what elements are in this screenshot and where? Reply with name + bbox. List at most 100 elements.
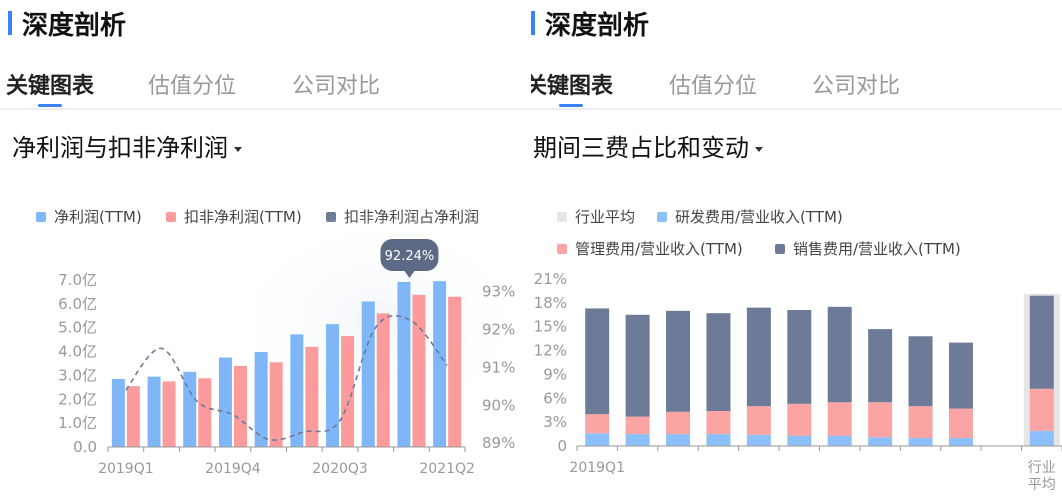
x-axis-tick-label: 2019Q1	[569, 460, 625, 476]
bar-sales-expense	[625, 314, 650, 417]
chart-title: 期间三费占比和变动	[533, 134, 749, 162]
bar-admin-expense	[908, 406, 933, 439]
x-axis-tick-label: 2019Q1	[98, 461, 154, 477]
bar-admin-expense	[666, 411, 691, 435]
bar-sales-expense	[908, 336, 933, 407]
chart-selector[interactable]: 净利润与扣非净利润	[12, 128, 242, 163]
tooltip-value: 92.24%	[385, 249, 435, 264]
y-axis-tick-label: 3.0亿	[58, 366, 97, 384]
bar-net-profit	[254, 352, 268, 447]
chart-title: 净利润与扣非净利润	[12, 134, 228, 162]
bar-sales-expense	[787, 310, 812, 404]
tab-valuation-percentile[interactable]: 估值分位	[148, 74, 237, 99]
y-axis-tick-label: 18%	[534, 294, 567, 312]
section-header: 深度剖析	[0, 8, 126, 41]
bar-deducted-profit	[412, 294, 426, 447]
x-axis-tick-label: 平均	[1028, 477, 1056, 493]
bar-deducted-profit	[198, 378, 212, 447]
bar-deducted-profit	[305, 346, 319, 447]
chart-selector[interactable]: 期间三费占比和变动	[533, 128, 763, 163]
bar-rd-expense	[625, 434, 650, 446]
bar-net-profit	[326, 324, 340, 447]
bar-sales-expense	[666, 310, 691, 412]
section-title: 深度剖析	[545, 10, 650, 41]
bar-deducted-profit	[126, 386, 140, 447]
bar-deducted-profit	[341, 336, 355, 447]
tab-company-compare[interactable]: 公司对比	[292, 74, 381, 99]
y2-axis-tick-label: 93%	[482, 282, 515, 300]
tab-bar: 关键图表 估值分位 公司对比	[0, 60, 531, 110]
legend-item-net-profit[interactable]: 净利润(TTM)	[36, 206, 142, 227]
tab-company-compare[interactable]: 公司对比	[812, 74, 901, 99]
legend-swatch	[557, 211, 567, 222]
bar-net-profit	[361, 301, 375, 447]
bar-admin-expense	[948, 408, 973, 439]
legend-item-sales-expense[interactable]: 销售费用/营业收入(TTM)	[775, 238, 961, 259]
legend-label: 扣非净利润(TTM)	[184, 208, 302, 226]
bar-net-profit	[218, 357, 232, 447]
y2-axis-tick-label: 90%	[482, 396, 515, 414]
bar-admin-expense	[827, 402, 852, 436]
y2-axis-tick-label: 91%	[482, 358, 515, 376]
y2-axis-tick-label: 89%	[482, 434, 515, 452]
dropdown-caret-icon	[234, 146, 242, 152]
bar-admin-expense	[625, 416, 650, 435]
bar-rd-expense	[827, 435, 852, 446]
legend-swatch	[775, 243, 785, 254]
legend-swatch	[36, 211, 46, 222]
x-axis-tick-label: 2019Q4	[205, 461, 261, 477]
bar-sales-expense	[746, 307, 771, 407]
bar-admin-expense	[746, 406, 771, 435]
tab-key-charts[interactable]: 关键图表	[531, 74, 614, 99]
section-header: 深度剖析	[531, 8, 649, 41]
bar-deducted-profit	[162, 381, 176, 447]
legend-swatch	[657, 211, 667, 222]
x-axis-tick-label: 行业	[1028, 460, 1056, 476]
y-axis-tick-label: 3%	[543, 413, 567, 431]
legend-item-industry-average[interactable]: 行业平均	[557, 206, 635, 227]
bar-sales-expense	[948, 342, 973, 409]
bar-rd-expense	[706, 434, 731, 446]
y-axis-tick-label: 21%	[534, 270, 567, 288]
bar-net-profit	[183, 371, 197, 447]
bar-admin-expense	[585, 414, 610, 434]
bar-rd-expense	[746, 434, 771, 446]
y-axis-tick-label: 2.0亿	[58, 390, 97, 408]
legend-label: 研发费用/营业收入(TTM)	[675, 208, 843, 226]
tooltip-pointer	[404, 271, 415, 278]
y-axis-tick-label: 1.0亿	[58, 414, 97, 432]
y-axis-tick-label: 12%	[534, 342, 567, 360]
legend-swatch	[557, 243, 567, 254]
legend-item-rd-expense[interactable]: 研发费用/营业收入(TTM)	[657, 206, 843, 227]
bar-admin-expense	[1029, 388, 1054, 431]
legend-item-admin-expense[interactable]: 管理费用/营业收入(TTM)	[557, 238, 743, 259]
y-axis-tick-label: 6%	[543, 389, 567, 407]
bar-sales-expense	[706, 313, 731, 412]
right-panel: 深度剖析 关键图表 估值分位 公司对比 期间三费占比和变动 行业平均 研发费用/…	[531, 0, 1062, 496]
y-axis-tick-label: 7.0亿	[58, 271, 97, 289]
legend-item-deducted-profit[interactable]: 扣非净利润(TTM)	[166, 206, 302, 227]
bar-net-profit	[111, 379, 125, 447]
bar-deducted-profit	[376, 313, 390, 447]
bar-net-profit	[147, 376, 161, 447]
bar-admin-expense	[868, 402, 893, 438]
bar-sales-expense	[1029, 295, 1054, 389]
bar-rd-expense	[868, 437, 893, 446]
bar-sales-expense	[868, 329, 893, 403]
active-tab-indicator	[559, 104, 583, 107]
bar-rd-expense	[1029, 430, 1054, 446]
y-axis-tick-label: 6.0亿	[58, 295, 97, 313]
section-title: 深度剖析	[22, 10, 127, 41]
net-profit-chart: 0.0 1.0亿 2.0亿 3.0亿 4.0亿 5.0亿 6.0亿 7.0亿 89% 90% 91%…	[58, 210, 531, 477]
y-axis-tick-label: 4.0亿	[58, 343, 97, 361]
bar-deducted-profit	[233, 365, 247, 447]
tab-key-charts[interactable]: 关键图表	[6, 74, 95, 99]
section-accent-bar	[8, 11, 12, 35]
expense-ratio-chart: 0 3% 6% 9% 12% 15% 18% 21% 2019Q1 行业平均	[534, 270, 1062, 493]
legend-swatch	[166, 211, 176, 222]
dropdown-caret-icon	[755, 146, 763, 152]
bar-deducted-profit	[448, 296, 462, 447]
bar-sales-expense	[585, 308, 610, 415]
legend-label: 管理费用/营业收入(TTM)	[575, 240, 743, 258]
tab-valuation-percentile[interactable]: 估值分位	[669, 74, 758, 99]
